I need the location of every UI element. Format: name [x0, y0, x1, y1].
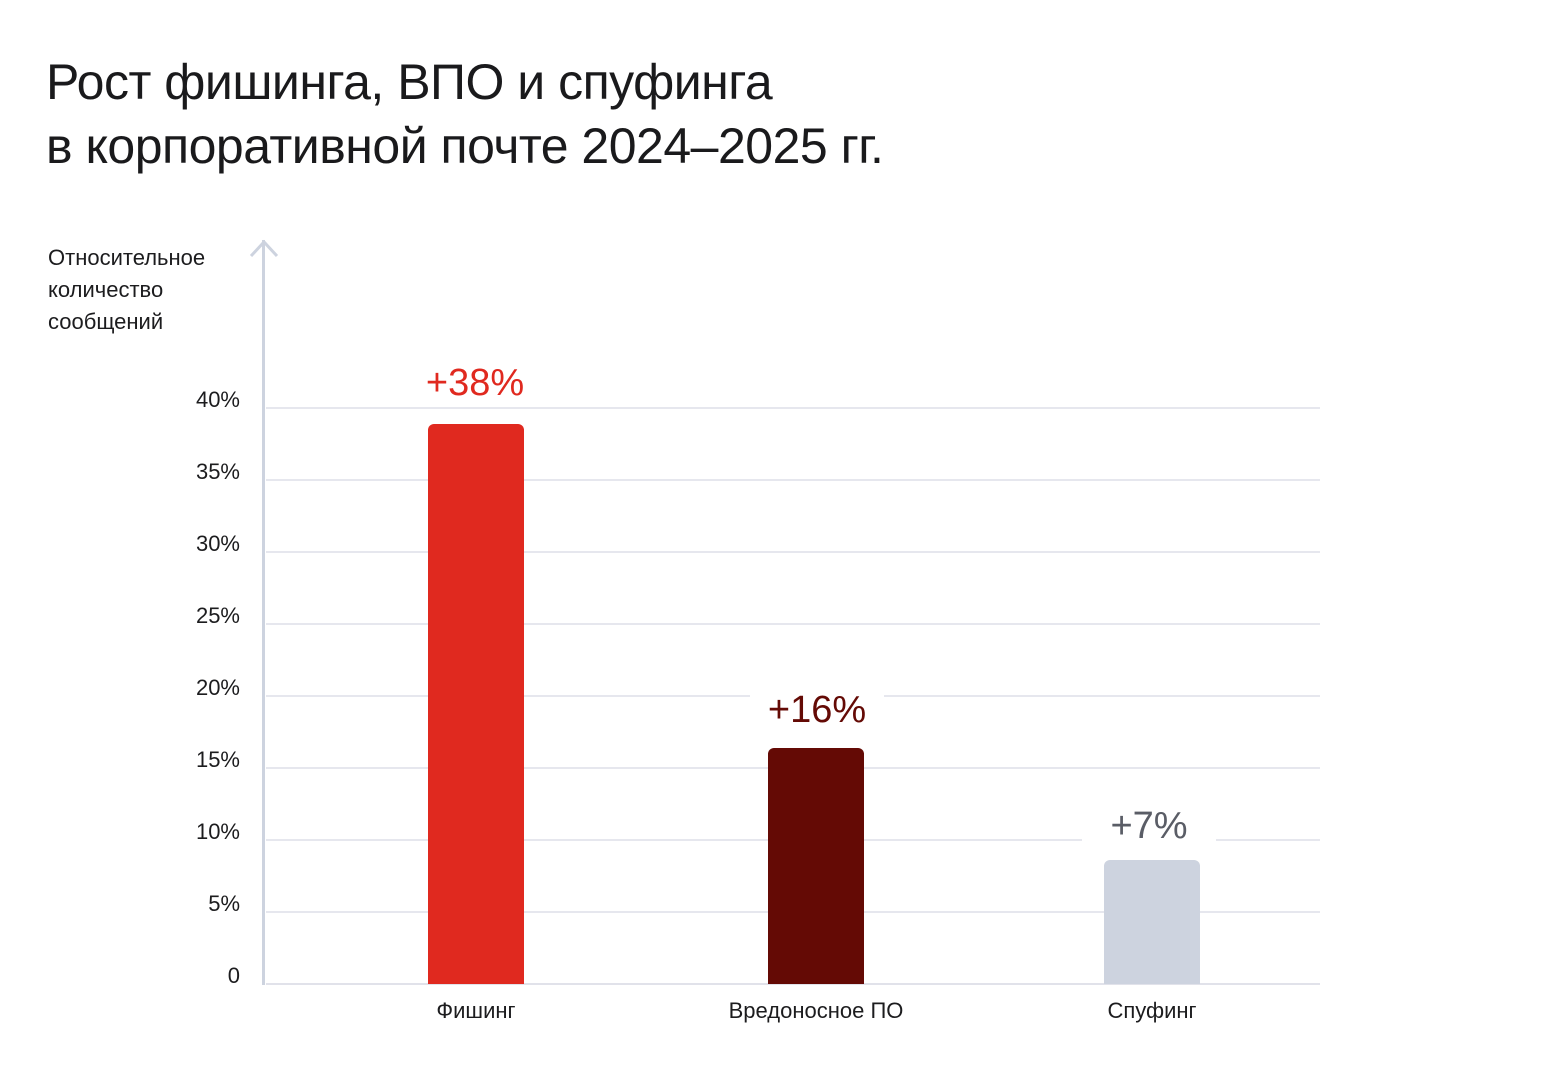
value-label-spoofing: +7%	[1082, 805, 1216, 848]
x-label-malware: Вредоносное ПО	[728, 998, 904, 1023]
value-label-phishing: +38%	[408, 362, 542, 405]
chart-title: Рост фишинга, ВПО и спуфинга в корпорати…	[46, 50, 884, 178]
y-tick-30: 30%	[195, 531, 240, 556]
y-axis-label: Относительное количество сообщений	[48, 242, 205, 338]
chart-title-line-2: в корпоративной почте 2024–2025 гг.	[46, 118, 884, 174]
y-tick-40: 40%	[195, 387, 240, 412]
y-tick-20: 20%	[195, 675, 240, 700]
gridline-30	[266, 551, 1320, 553]
chart-title-line-1: Рост фишинга, ВПО и спуфинга	[46, 54, 773, 110]
y-tick-0: 0	[227, 963, 240, 988]
y-tick-35: 35%	[195, 459, 240, 484]
y-axis-label-line: сообщений	[48, 309, 164, 334]
y-axis-label-line: Относительное	[48, 245, 206, 270]
x-axis-baseline	[266, 983, 1320, 985]
y-axis-arrow-icon	[249, 239, 279, 258]
bar-malware	[768, 748, 864, 984]
bar-phishing	[428, 424, 524, 984]
y-tick-15: 15%	[195, 747, 240, 772]
y-axis-label-line: количество	[48, 277, 164, 302]
y-tick-10: 10%	[195, 819, 240, 844]
gridline-25	[266, 623, 1320, 625]
gridline-40	[266, 407, 1320, 409]
value-label-malware: +16%	[750, 689, 884, 732]
x-label-spoofing: Спуфинг	[1107, 998, 1197, 1023]
bar-spoofing	[1104, 860, 1200, 984]
y-tick-5: 5%	[208, 891, 240, 916]
gridline-35	[266, 479, 1320, 481]
y-tick-25: 25%	[195, 603, 240, 628]
x-label-phishing: Фишинг	[436, 998, 516, 1023]
y-axis-line	[262, 240, 265, 985]
